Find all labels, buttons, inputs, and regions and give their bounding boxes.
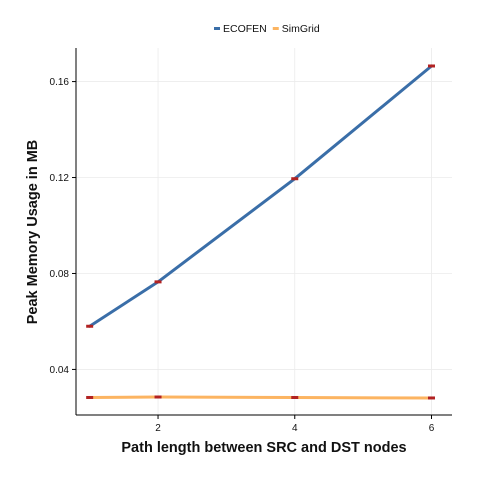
- data-point-ecofen: [86, 324, 94, 328]
- data-point-ecofen: [427, 64, 435, 68]
- x-axis-title: Path length between SRC and DST nodes: [121, 440, 406, 456]
- data-point-simgrid: [154, 395, 162, 399]
- markers: [86, 64, 435, 400]
- data-point-ecofen: [154, 280, 162, 284]
- legend-label-simgrid: SimGrid: [282, 23, 320, 35]
- x-tick-label: 2: [155, 423, 161, 434]
- series: [88, 64, 433, 400]
- grid: [76, 48, 452, 415]
- data-point-simgrid: [86, 395, 94, 399]
- legend: ECOFEN SimGrid: [214, 23, 320, 35]
- y-axis-title: Peak Memory Usage in MB: [25, 140, 41, 325]
- y-tick-label: 0.04: [50, 365, 70, 376]
- x-tick-label: 4: [292, 423, 298, 434]
- x-tick-label: 6: [429, 423, 435, 434]
- x-ticks: 2 4 6: [155, 415, 435, 434]
- y-tick-label: 0.16: [50, 77, 70, 88]
- data-point-simgrid: [291, 395, 299, 399]
- y-ticks: 0.04 0.08 0.12 0.16: [50, 77, 76, 376]
- y-tick-label: 0.08: [50, 269, 70, 280]
- data-point-simgrid: [427, 396, 435, 400]
- axes: [75, 48, 452, 416]
- y-tick-label: 0.12: [50, 173, 70, 184]
- series-line-ecofen: [88, 64, 433, 328]
- data-point-ecofen: [291, 177, 299, 181]
- legend-label-ecofen: ECOFEN: [223, 23, 267, 35]
- series-line-simgrid: [88, 395, 433, 400]
